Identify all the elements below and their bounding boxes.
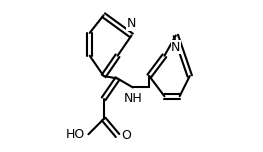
Text: NH: NH xyxy=(123,92,142,105)
Text: HO: HO xyxy=(65,128,85,141)
Text: N: N xyxy=(127,17,136,30)
Text: O: O xyxy=(121,129,131,142)
Text: N: N xyxy=(171,41,180,54)
